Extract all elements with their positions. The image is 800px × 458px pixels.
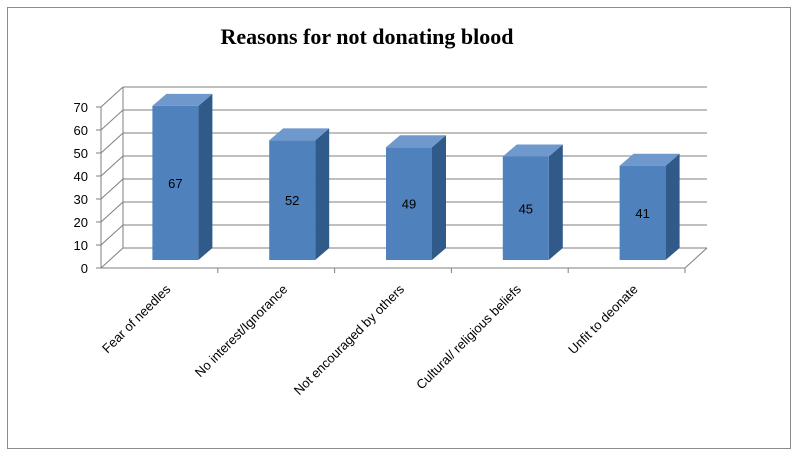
bar-top	[269, 128, 330, 141]
category-label: Not encouraged by others	[291, 281, 408, 398]
bar-side	[198, 93, 213, 261]
y-tick-label: 60	[74, 123, 88, 138]
bar-top	[386, 135, 446, 148]
y-tick-label: 50	[74, 146, 88, 161]
bars	[152, 93, 680, 261]
gridline-diagonal	[100, 201, 124, 223]
gridline-diagonal	[100, 86, 124, 108]
bar-side	[548, 144, 563, 260]
bar	[619, 165, 666, 260]
gridline-diagonal	[100, 224, 124, 246]
category-label: Cultural/ religious beliefs	[413, 281, 524, 392]
bar-side	[432, 135, 446, 260]
gridline-diagonal	[100, 109, 124, 131]
gridline-diagonal	[100, 247, 124, 269]
gridline-diagonal	[100, 132, 124, 154]
y-tick-label: 20	[74, 215, 88, 230]
category-label: No interest/Ignorance	[192, 282, 290, 380]
y-tick-label: 10	[74, 238, 88, 253]
data-label: 41	[635, 206, 649, 221]
bar-side	[315, 128, 330, 260]
bar	[152, 105, 199, 261]
bar-top	[502, 144, 563, 157]
gridline-diagonal	[100, 178, 124, 200]
gridline-diagonal	[100, 155, 124, 177]
bar-side	[665, 153, 680, 260]
y-tick-label: 30	[74, 192, 88, 207]
data-label: 45	[519, 201, 533, 216]
floor-right-edge	[684, 247, 708, 269]
data-label: 67	[168, 176, 182, 191]
y-tick-label: 0	[81, 261, 88, 276]
data-label: 52	[285, 193, 299, 208]
axes	[96, 87, 708, 273]
category-label: Fear of needles	[99, 281, 174, 356]
y-tick-label: 40	[74, 169, 88, 184]
chart-title: Reasons for not donating blood	[220, 24, 514, 49]
bar	[386, 147, 432, 260]
bar-top	[619, 153, 680, 166]
data-label: 49	[402, 197, 416, 212]
y-tick-label: 70	[74, 100, 88, 115]
category-label: Unfit to deonate	[565, 282, 641, 358]
bar	[269, 140, 316, 260]
bar	[502, 156, 549, 260]
bar-top	[152, 93, 213, 106]
